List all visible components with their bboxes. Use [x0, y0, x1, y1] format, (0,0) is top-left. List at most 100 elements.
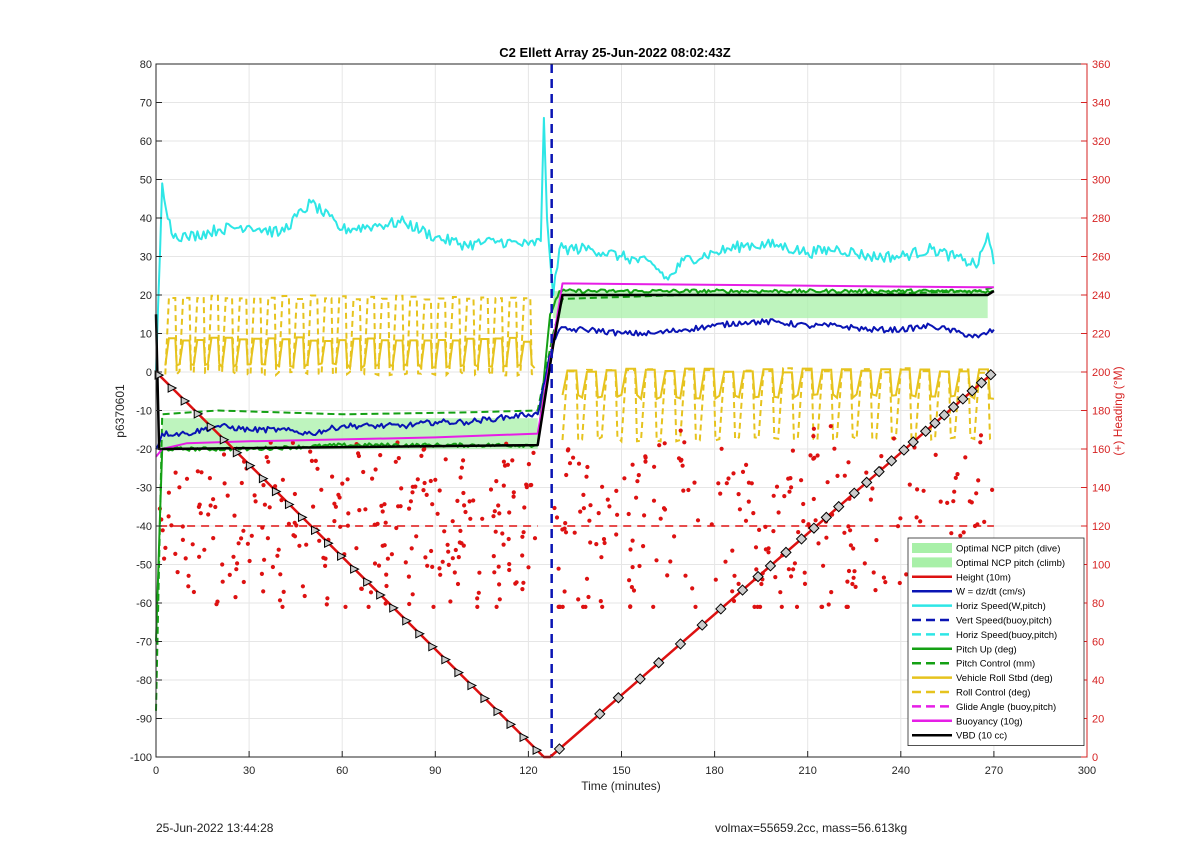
- heading-point: [186, 584, 191, 589]
- legend-label: Height (10m): [956, 572, 1011, 583]
- heading-point: [311, 504, 316, 509]
- vehicle-roll-climb-line: [561, 367, 995, 401]
- y-tick-label: -80: [136, 675, 152, 687]
- heading-point: [497, 582, 502, 587]
- heading-point: [488, 487, 494, 492]
- heading-point: [507, 510, 512, 515]
- heading-point: [851, 546, 856, 551]
- height-marker-dive: [480, 693, 491, 704]
- height-marker-dive: [363, 577, 373, 587]
- heading-point: [394, 525, 399, 531]
- heading-point: [496, 503, 501, 508]
- height-marker-climb: [885, 455, 898, 467]
- heading-point: [871, 570, 876, 575]
- y2-tick-label: 300: [1092, 175, 1110, 187]
- heading-point: [774, 484, 780, 489]
- height-marker-dive: [245, 460, 256, 471]
- heading-point: [304, 542, 309, 547]
- heading-point: [435, 511, 440, 516]
- heading-point: [630, 462, 635, 467]
- roll-control-climb-line: [561, 367, 995, 444]
- y-axis-ticks: -100-90-80-70-60-50-40-30-20-10010203040…: [130, 59, 162, 764]
- heading-point: [552, 505, 557, 511]
- heading-point: [267, 505, 272, 510]
- heading-point: [661, 506, 667, 511]
- height-markers: [154, 368, 997, 756]
- legend-label: W = dz/dt (cm/s): [956, 587, 1025, 598]
- heading-point: [262, 557, 267, 562]
- heading-point: [528, 483, 533, 488]
- heading-point: [614, 532, 619, 537]
- heading-point: [598, 599, 603, 604]
- heading-point: [862, 561, 867, 566]
- heading-point: [357, 508, 362, 513]
- heading-point: [581, 506, 587, 511]
- heading-point: [403, 560, 408, 565]
- heading-point: [958, 533, 963, 538]
- heading-point: [211, 497, 216, 502]
- heading-point: [713, 577, 718, 582]
- heading-point: [802, 570, 807, 575]
- heading-point: [654, 558, 659, 563]
- heading-point: [637, 563, 642, 569]
- heading-point: [468, 516, 473, 521]
- y-tick-label: -90: [136, 714, 152, 726]
- heading-point: [421, 488, 426, 493]
- heading-point: [565, 448, 571, 453]
- heading-point: [520, 553, 525, 558]
- heading-point: [526, 462, 532, 467]
- heading-point: [531, 450, 536, 455]
- heading-point: [297, 543, 302, 548]
- legend-label: Pitch Control (mm): [956, 659, 1035, 670]
- heading-point: [354, 546, 359, 551]
- heading-point: [414, 534, 419, 539]
- heading-point: [904, 572, 909, 577]
- heading-point: [766, 546, 771, 551]
- y2-tick-label: 80: [1092, 598, 1104, 610]
- y2-tick-label: 0: [1092, 752, 1098, 764]
- heading-point: [261, 589, 266, 594]
- pitch-control-line: [155, 286, 995, 711]
- heading-point: [759, 581, 764, 587]
- heading-point: [879, 454, 884, 459]
- heading-point: [933, 452, 938, 457]
- heading-point: [848, 528, 853, 533]
- heading-point: [779, 604, 784, 610]
- heading-point: [601, 537, 607, 542]
- heading-point: [584, 474, 589, 479]
- heading-point: [585, 464, 590, 470]
- heading-point: [635, 479, 640, 484]
- heading-point: [356, 453, 361, 459]
- heading-point: [918, 519, 923, 524]
- heading-point: [628, 547, 633, 552]
- y2-tick-label: 260: [1092, 252, 1110, 264]
- height-marker-climb: [898, 444, 910, 456]
- legend-label: Roll Control (deg): [956, 688, 1030, 699]
- heading-point: [501, 542, 506, 547]
- heading-point: [587, 518, 592, 523]
- heading-point: [695, 518, 701, 523]
- heading-point: [280, 604, 285, 610]
- heading-point: [828, 424, 833, 429]
- heading-point: [198, 511, 203, 516]
- heading-point: [232, 513, 237, 518]
- heading-point: [252, 493, 257, 498]
- heading-point: [393, 459, 398, 464]
- y-tick-label: 70: [140, 98, 152, 110]
- height-marker-dive: [441, 654, 451, 665]
- heading-point: [448, 599, 453, 604]
- heading-point: [510, 458, 515, 463]
- heading-point: [413, 484, 418, 489]
- heading-point: [630, 565, 635, 570]
- heading-point: [359, 586, 364, 591]
- y-tick-label: -70: [136, 637, 152, 649]
- heading-point: [771, 493, 776, 498]
- x-tick-label: 240: [892, 765, 910, 777]
- heading-point: [207, 476, 212, 481]
- heading-point: [239, 536, 244, 541]
- heading-point: [753, 545, 759, 550]
- heading-point: [236, 541, 241, 546]
- heading-point: [581, 492, 586, 497]
- legend-label: Horiz Speed(W,pitch): [956, 601, 1046, 612]
- heading-point: [978, 440, 983, 445]
